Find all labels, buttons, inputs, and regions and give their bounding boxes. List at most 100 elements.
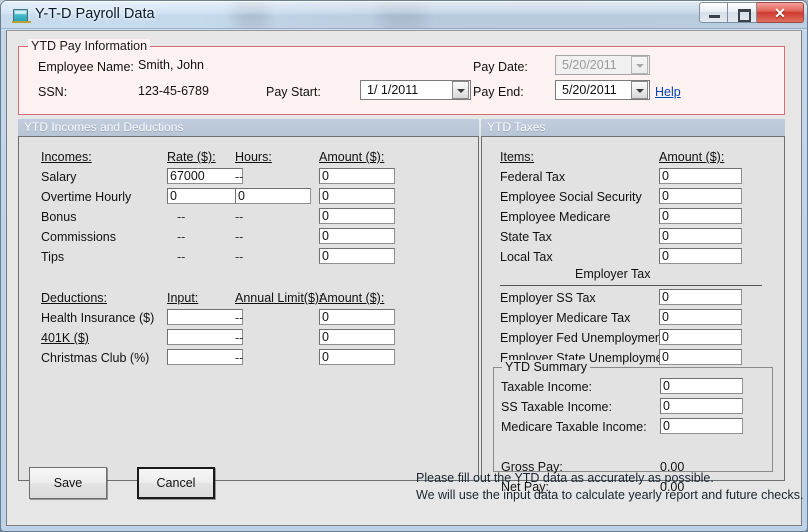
tax-row-label: Employer Medicare Tax xyxy=(500,311,631,325)
income-hours-dash: -- xyxy=(235,170,244,184)
incomes-deductions-header: YTD Incomes and Deductions xyxy=(18,119,479,136)
deductions-col-limit: Annual Limit($): xyxy=(235,291,323,305)
window-client-area: YTD Pay Information Employee Name: Smith… xyxy=(6,30,804,526)
income-rate-dash: -- xyxy=(177,250,186,264)
pay-date-combo[interactable]: 5/20/2011 xyxy=(555,55,650,75)
tax-amount-input[interactable]: 0 xyxy=(659,309,742,325)
tax-amount-input[interactable]: 0 xyxy=(659,248,742,264)
deduction-row-label: Health Insurance ($) xyxy=(41,311,155,325)
pay-end-value: 5/20/2011 xyxy=(562,83,617,97)
incomes-col-amount: Amount ($): xyxy=(319,150,385,164)
deduction-input[interactable] xyxy=(167,329,243,345)
taxes-header: YTD Taxes xyxy=(481,119,785,136)
help-link[interactable]: Help xyxy=(655,85,681,99)
income-rate-input[interactable]: 0 xyxy=(167,188,243,204)
income-amount-input[interactable]: 0 xyxy=(319,168,395,184)
ytd-summary-group: YTD Summary Taxable Income: 0 SS Taxable… xyxy=(493,360,773,494)
footer-note-line-2: We will use the input data to calculate … xyxy=(416,488,804,502)
tax-row-label: Employer Fed Unemployment xyxy=(500,331,666,345)
pay-start-combo[interactable]: 1/ 1/2011 xyxy=(360,80,471,100)
taxes-col-amount: Amount ($): xyxy=(659,150,725,164)
ytd-pay-information-legend: YTD Pay Information xyxy=(28,39,151,53)
income-amount-input[interactable]: 0 xyxy=(319,208,395,224)
pay-start-value: 1/ 1/2011 xyxy=(367,83,419,97)
tax-amount-input[interactable]: 0 xyxy=(659,188,742,204)
close-button[interactable]: ✕ xyxy=(757,2,804,23)
summary-row-label: Taxable Income: xyxy=(501,380,593,394)
deduction-limit-dash: -- xyxy=(235,351,244,365)
tax-amount-input[interactable]: 0 xyxy=(659,228,742,244)
incomes-col-name: Incomes: xyxy=(41,150,92,164)
tax-amount-input[interactable]: 0 xyxy=(659,168,742,184)
cancel-button[interactable]: Cancel xyxy=(137,467,215,499)
income-amount-input[interactable]: 0 xyxy=(319,228,395,244)
deduction-limit-dash: -- xyxy=(235,311,244,325)
income-amount-input[interactable]: 0 xyxy=(319,248,395,264)
incomes-col-rate: Rate ($): xyxy=(167,150,216,164)
deduction-input[interactable] xyxy=(167,309,243,325)
chevron-down-icon[interactable] xyxy=(452,81,469,99)
restore-icon xyxy=(728,3,756,22)
pay-end-combo[interactable]: 5/20/2011 xyxy=(555,80,650,100)
deductions-col-name: Deductions: xyxy=(41,291,108,305)
minimize-button[interactable] xyxy=(699,2,728,23)
employer-tax-divider xyxy=(500,285,762,286)
maximize-button[interactable] xyxy=(728,2,757,23)
save-button[interactable]: Save xyxy=(29,467,107,499)
chevron-down-icon[interactable] xyxy=(631,81,648,99)
income-amount-input[interactable]: 0 xyxy=(319,188,395,204)
incomes-col-hours: Hours: xyxy=(235,150,272,164)
income-row-label: Tips xyxy=(41,250,65,264)
ytd-summary-legend: YTD Summary xyxy=(502,360,590,374)
income-row-label: Salary xyxy=(41,170,77,184)
chevron-down-icon[interactable] xyxy=(631,56,648,74)
tax-row-label: Employee Medicare xyxy=(500,210,611,224)
incomes-deductions-panel: Incomes: Rate ($): Hours: Amount ($): Sa… xyxy=(18,136,479,481)
income-hours-dash: -- xyxy=(235,250,244,264)
employee-name-label: Employee Name: xyxy=(38,60,134,74)
pay-start-label: Pay Start: xyxy=(266,85,321,99)
minimize-icon xyxy=(700,3,727,22)
ssn-value: 123-45-6789 xyxy=(138,84,209,98)
gross-pay-value: 0.00 xyxy=(660,460,685,474)
income-hours-dash: -- xyxy=(235,230,244,244)
income-row-label: Overtime Hourly xyxy=(41,190,132,204)
caption-buttons: ✕ xyxy=(699,2,804,23)
net-pay-label: Net Pay: xyxy=(501,480,549,494)
deduction-row-label: Christmas Club (%) xyxy=(41,351,150,365)
employee-name-value: Smith, John xyxy=(138,58,205,72)
income-row-label: Commissions xyxy=(41,230,117,244)
deductions-col-input: Input: xyxy=(167,291,199,305)
deduction-amount-input[interactable]: 0 xyxy=(319,329,395,345)
tax-amount-input[interactable]: 0 xyxy=(659,329,742,345)
employer-tax-section-title: Employer Tax xyxy=(575,267,651,281)
gross-pay-label: Gross Pay: xyxy=(501,460,563,474)
tax-row-label: State Tax xyxy=(500,230,552,244)
deduction-amount-input[interactable]: 0 xyxy=(319,349,395,365)
window-app-icon xyxy=(12,9,31,23)
titlebar-highlight xyxy=(1,1,807,2)
summary-row-label: SS Taxable Income: xyxy=(501,400,612,414)
pay-end-label: Pay End: xyxy=(473,85,524,99)
deduction-input[interactable] xyxy=(167,349,243,365)
summary-row-input[interactable]: 0 xyxy=(660,398,743,414)
deduction-amount-input[interactable]: 0 xyxy=(319,309,395,325)
tax-amount-input[interactable]: 0 xyxy=(659,208,742,224)
income-rate-input[interactable]: 67000 xyxy=(167,168,243,184)
tax-row-label: Federal Tax xyxy=(500,170,566,184)
income-hours-dash: -- xyxy=(235,210,244,224)
footer-note-line-1: Please fill out the YTD data as accurate… xyxy=(416,471,714,485)
window-titlebar[interactable]: Y-T-D Payroll Data ✕ xyxy=(1,1,807,29)
summary-row-input[interactable]: 0 xyxy=(660,378,743,394)
pay-date-value: 5/20/2011 xyxy=(562,58,617,72)
deduction-row-label-401k[interactable]: 401K ($) xyxy=(41,331,89,345)
ssn-label: SSN: xyxy=(38,85,68,99)
tax-amount-input[interactable]: 0 xyxy=(659,289,742,305)
income-hours-input[interactable]: 0 xyxy=(235,188,311,204)
summary-row-input[interactable]: 0 xyxy=(660,418,743,434)
summary-row-label: Medicare Taxable Income: xyxy=(501,420,647,434)
ytd-pay-information-group: YTD Pay Information Employee Name: Smith… xyxy=(18,39,785,115)
close-icon: ✕ xyxy=(774,5,786,21)
tax-amount-input[interactable]: 0 xyxy=(659,349,742,365)
